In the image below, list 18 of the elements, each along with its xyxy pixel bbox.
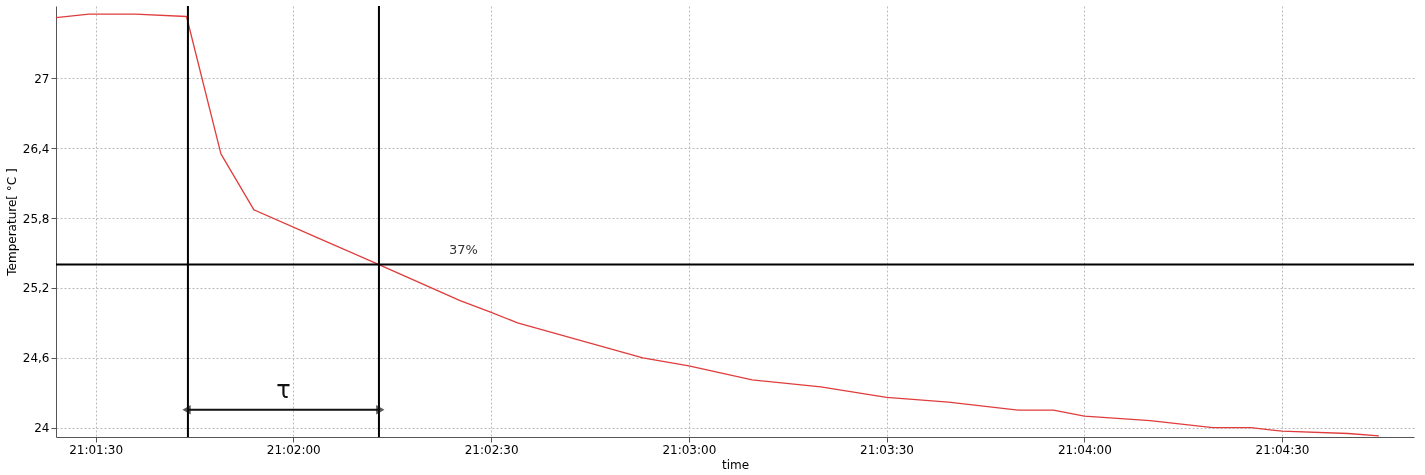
x-tick-label: 21:01:30 [69,442,124,457]
y-tick-label: 25,8 [22,211,50,226]
y-axis-title: Temperature[ °C ] [4,168,19,277]
y-tick-label: 24,6 [22,351,50,366]
line-series [56,13,1380,437]
x-axis-title: time [721,457,750,472]
x-tick-label: 21:02:00 [266,442,321,457]
x-tick-label: 21:04:00 [1057,442,1112,457]
y-tick-label: 26,4 [22,141,50,156]
y-tick-label: 24 [34,421,50,436]
y-tick-label: 25,2 [22,281,50,296]
x-tick-label: 21:04:30 [1255,442,1310,457]
y-tick-label: 27 [34,71,50,86]
annotation: τ [276,375,291,404]
x-tick-label: 21:02:30 [464,442,519,457]
x-tick-label: 21:03:00 [662,442,717,457]
annotation: 37% [448,241,478,257]
x-tick-label: 21:03:30 [860,442,914,457]
